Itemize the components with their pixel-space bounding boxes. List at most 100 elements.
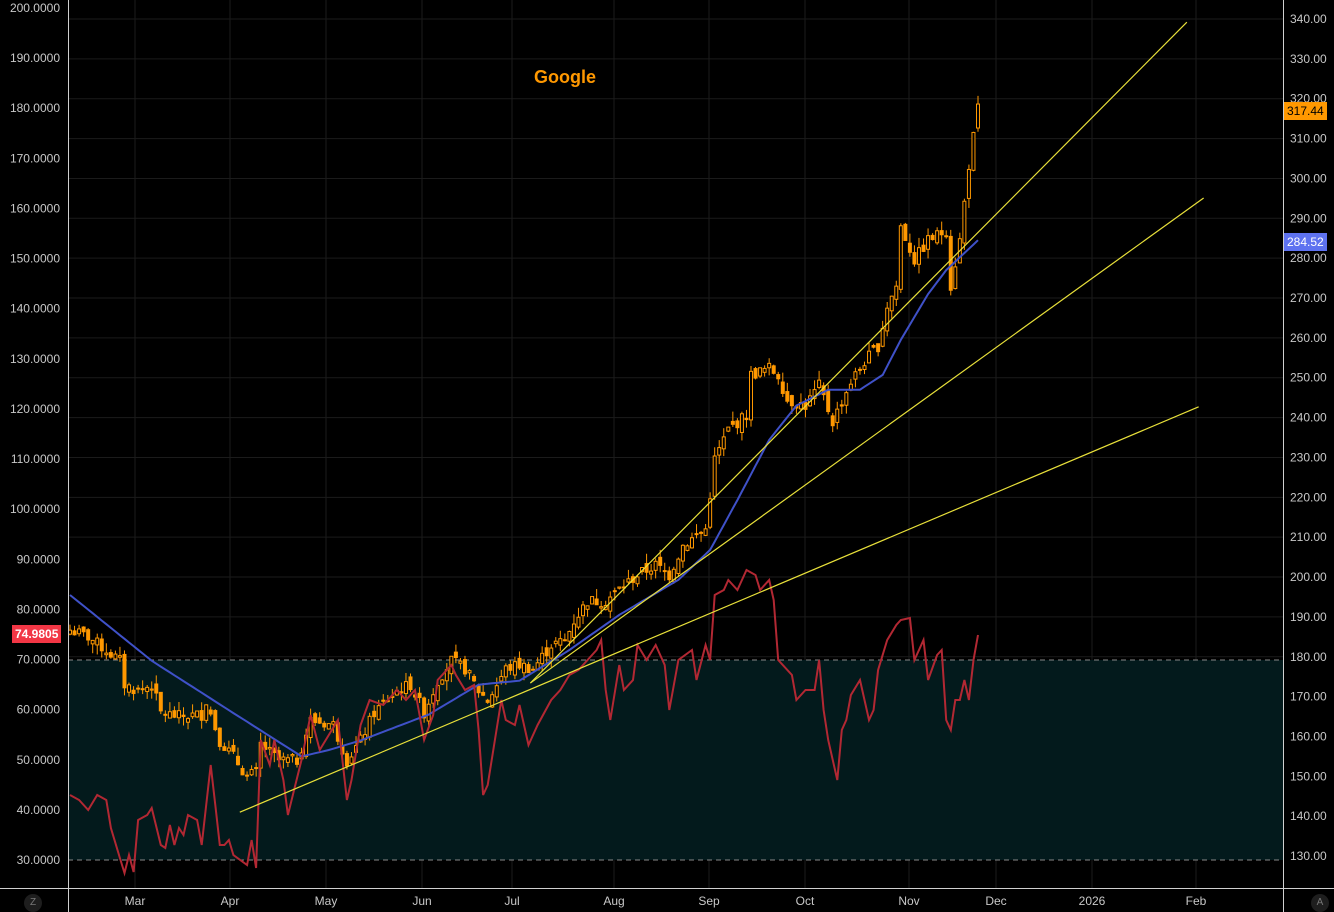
trend-line[interactable]: [529, 21, 1188, 684]
candle: [476, 683, 481, 698]
candle: [235, 747, 240, 766]
candle: [158, 691, 163, 715]
price-axis-tick: 160.00: [1290, 730, 1327, 744]
price-axis-tick: 230.00: [1290, 451, 1327, 465]
price-axis-tick: 200.00: [1290, 570, 1327, 584]
candle: [717, 440, 722, 465]
time-axis-tick: Apr: [221, 894, 240, 908]
candle: [935, 227, 940, 245]
last-price-tag: 317.44: [1284, 102, 1327, 120]
candle: [331, 716, 336, 734]
time-axis-tick: Oct: [796, 894, 815, 908]
candle: [204, 704, 209, 724]
candle: [590, 596, 595, 605]
rsi-axis[interactable]: 200.0000 190.0000 180.0000 170.0000 160.0000…: [10, 1, 60, 867]
candle: [199, 702, 204, 729]
candle: [290, 752, 295, 763]
candle: [349, 752, 354, 766]
candle: [113, 650, 118, 660]
time-axis[interactable]: Mar Apr May Jun Jul Aug Sep Oct Nov Dec 2026 Feb: [125, 894, 1207, 908]
candle: [862, 361, 867, 375]
trend-line[interactable]: [530, 197, 1204, 684]
rsi-axis-tick: 90.0000: [17, 552, 61, 566]
price-axis-tick: 250.00: [1290, 371, 1327, 385]
candle: [453, 644, 458, 664]
candle: [581, 600, 586, 625]
rsi-axis-tick: 180.0000: [10, 101, 60, 115]
trend-lines[interactable]: [239, 21, 1204, 813]
trend-line[interactable]: [239, 406, 1199, 813]
candle: [467, 669, 472, 680]
candle: [703, 524, 708, 537]
candle: [948, 229, 953, 296]
candle: [245, 771, 250, 781]
candle: [403, 672, 408, 698]
rsi-line: [69, 568, 979, 877]
rsi-axis-tick: 120.0000: [10, 402, 60, 416]
candle: [817, 370, 822, 390]
candle: [662, 562, 667, 581]
price-axis-tick: 180.00: [1290, 650, 1327, 664]
price-axis[interactable]: 130.00 140.00 150.00 160.00 170.00 180.00 190.…: [1290, 12, 1327, 863]
auto-scale-left-button[interactable]: Z: [24, 894, 42, 912]
candle: [417, 687, 422, 703]
candle: [381, 694, 386, 705]
time-axis-tick: Dec: [985, 894, 1006, 908]
candle: [317, 712, 322, 724]
candle: [195, 710, 200, 718]
candle: [916, 237, 921, 274]
candle: [944, 230, 949, 239]
moving-average-line: [69, 239, 979, 758]
rsi-axis-tick: 130.0000: [10, 352, 60, 366]
candle: [86, 628, 91, 646]
price-axis-tick: 290.00: [1290, 211, 1327, 225]
candle: [626, 569, 631, 585]
candle: [685, 544, 690, 552]
rsi-axis-tick: 60.0000: [17, 703, 61, 717]
candle: [485, 698, 490, 704]
candle: [712, 447, 717, 500]
candle: [285, 754, 290, 768]
candle: [617, 586, 622, 590]
candle: [962, 198, 967, 250]
candle: [926, 228, 931, 259]
rsi-value-tag: 74.9805: [12, 625, 62, 643]
candle: [889, 295, 894, 319]
candle: [122, 650, 127, 696]
candle: [154, 675, 159, 701]
price-axis-tick: 140.00: [1290, 809, 1327, 823]
candle: [857, 366, 862, 375]
candle: [281, 752, 286, 769]
candle: [621, 579, 626, 594]
rsi-axis-tick: 200.0000: [10, 1, 60, 15]
candle: [898, 223, 903, 294]
ma-value-tag: 284.52: [1284, 233, 1327, 251]
candle: [181, 707, 186, 726]
candle: [231, 739, 236, 754]
price-axis-tick: 300.00: [1290, 171, 1327, 185]
candle: [585, 605, 590, 617]
candle: [322, 720, 327, 731]
candle: [635, 574, 640, 587]
candle: [90, 639, 95, 654]
time-axis-tick: Feb: [1186, 894, 1207, 908]
candle: [758, 367, 763, 379]
candle: [744, 409, 749, 428]
candle: [213, 709, 218, 732]
candle: [930, 233, 935, 241]
candle: [871, 343, 876, 349]
candle: [95, 633, 100, 655]
candle: [649, 564, 654, 580]
auto-scale-right-button[interactable]: A: [1311, 894, 1329, 912]
candle: [440, 678, 445, 685]
candle: [117, 646, 122, 662]
rsi-axis-tick: 30.0000: [17, 853, 61, 867]
candle: [217, 727, 222, 751]
candle: [608, 591, 613, 619]
candle: [558, 630, 563, 651]
candle: [576, 607, 581, 630]
candle: [408, 673, 413, 693]
candle: [812, 380, 817, 405]
time-axis-tick: Aug: [603, 894, 624, 908]
